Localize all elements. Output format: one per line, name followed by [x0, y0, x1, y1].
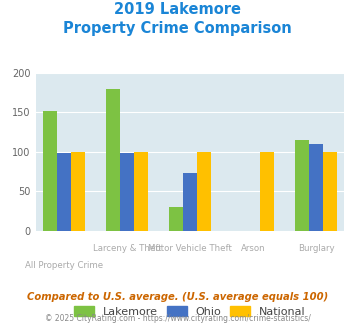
- Bar: [323, 152, 337, 231]
- Text: Burglary: Burglary: [298, 244, 334, 253]
- Legend: Lakemore, Ohio, National: Lakemore, Ohio, National: [71, 303, 309, 320]
- Text: All Property Crime: All Property Crime: [25, 261, 103, 270]
- Bar: [197, 152, 211, 231]
- Bar: [183, 173, 197, 231]
- Bar: [134, 152, 148, 231]
- Text: Arson: Arson: [241, 244, 265, 253]
- Text: Motor Vehicle Theft: Motor Vehicle Theft: [148, 244, 232, 253]
- Text: 2019 Lakemore: 2019 Lakemore: [114, 2, 241, 16]
- Bar: [309, 144, 323, 231]
- Bar: [43, 111, 57, 231]
- Bar: [120, 152, 134, 231]
- Bar: [71, 152, 84, 231]
- Bar: [169, 207, 183, 231]
- Text: Property Crime Comparison: Property Crime Comparison: [63, 21, 292, 36]
- Bar: [106, 89, 120, 231]
- Text: Compared to U.S. average. (U.S. average equals 100): Compared to U.S. average. (U.S. average …: [27, 292, 328, 302]
- Bar: [295, 140, 309, 231]
- Bar: [260, 152, 274, 231]
- Text: © 2025 CityRating.com - https://www.cityrating.com/crime-statistics/: © 2025 CityRating.com - https://www.city…: [45, 314, 310, 323]
- Text: Larceny & Theft: Larceny & Theft: [93, 244, 161, 253]
- Bar: [57, 153, 71, 231]
